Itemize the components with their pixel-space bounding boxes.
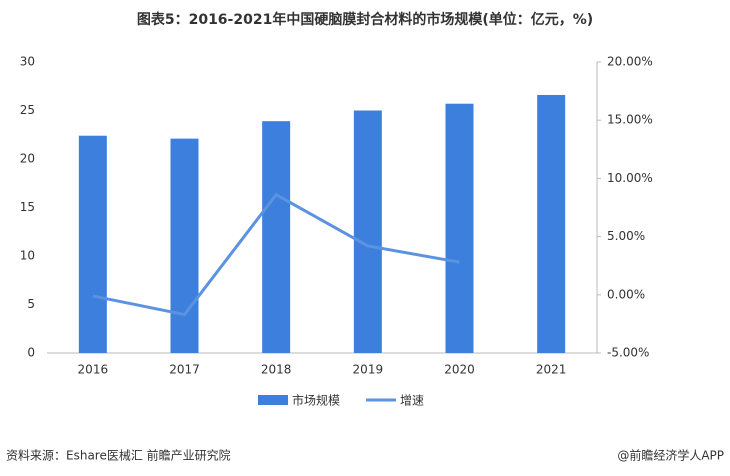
credit: @前瞻经济学人APP [617,448,724,463]
line [92,193,460,317]
y-tick-label: 20 [20,152,35,166]
bar [262,121,291,353]
x-tick-label: 2020 [444,363,475,377]
legend-label: 增速 [400,394,424,408]
x-tick-label: 2016 [78,363,109,377]
bar [170,138,199,353]
bar [537,94,566,353]
bar [353,110,382,353]
y-tick-label: 5 [27,297,35,311]
legend-label: 市场规模 [292,393,340,408]
y2-tick-label: 15.00% [607,113,653,127]
y2-tick-label: 10.00% [607,171,653,185]
source: 资料来源：Eshare医械汇 前瞻产业研究院 [6,448,231,463]
bar [445,103,474,354]
y2-tick-label: 0.00% [607,287,645,301]
chart-title: 图表5：2016-2021年中国硬脑膜封合材料的市场规模(单位：亿元，%) [137,11,593,28]
x-tick-label: 2018 [261,363,292,377]
bar [78,135,107,353]
x-tick-label: 2019 [353,363,384,377]
x-tick-label: 2017 [169,363,200,377]
legend-swatch [258,395,288,405]
y2-tick-label: -5.00% [607,346,649,360]
y2-tick-label: 5.00% [607,229,645,243]
y-tick-label: 10 [20,249,35,263]
y-tick-label: 30 [20,55,35,69]
y-tick-label: 25 [20,103,35,117]
y2-tick-label: 20.00% [607,55,653,69]
x-tick-label: 2021 [536,363,567,377]
y-tick-label: 0 [27,346,35,360]
y-tick-label: 15 [20,200,35,214]
